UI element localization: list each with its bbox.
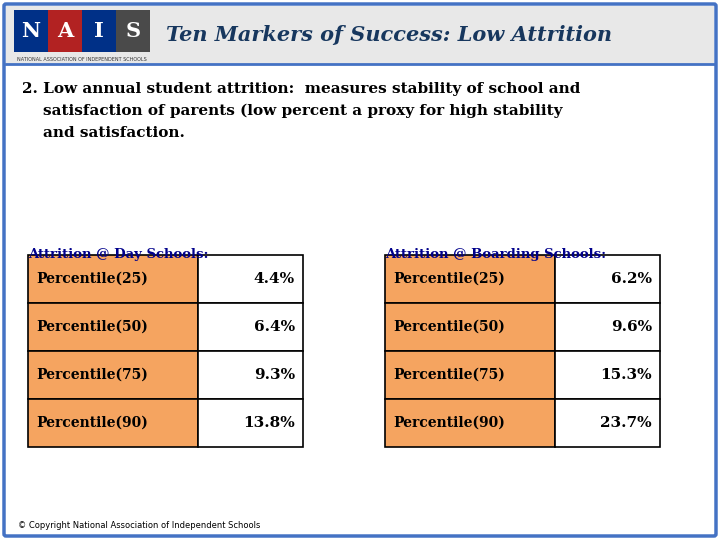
Text: A: A [57, 21, 73, 41]
Text: 13.8%: 13.8% [243, 416, 295, 430]
Bar [198, 351, 303, 399]
Text: Percentile(25): Percentile(25) [393, 272, 505, 286]
Bar [198, 255, 303, 303]
Text: Percentile(90): Percentile(90) [36, 416, 148, 430]
Text: 23.7%: 23.7% [600, 416, 652, 430]
Text: 9.6%: 9.6% [611, 320, 652, 334]
Text: and satisfaction.: and satisfaction. [22, 126, 185, 140]
Bar [555, 255, 660, 303]
Bar [385, 399, 555, 447]
Bar [28, 255, 198, 303]
Text: Attrition @ Boarding Schools:: Attrition @ Boarding Schools: [385, 248, 606, 261]
Text: Percentile(75): Percentile(75) [36, 368, 148, 382]
Text: I: I [94, 21, 104, 41]
Bar [116, 10, 150, 52]
Bar [555, 399, 660, 447]
Bar [28, 399, 198, 447]
Bar [385, 303, 555, 351]
Text: 4.4%: 4.4% [254, 272, 295, 286]
FancyBboxPatch shape [4, 4, 716, 536]
Bar [28, 303, 198, 351]
Text: 6.4%: 6.4% [254, 320, 295, 334]
Bar [82, 10, 116, 52]
Bar [198, 303, 303, 351]
Text: Attrition @ Day Schools:: Attrition @ Day Schools: [28, 248, 209, 261]
Bar [555, 351, 660, 399]
Bar [555, 303, 660, 351]
Text: 15.3%: 15.3% [600, 368, 652, 382]
Text: Percentile(90): Percentile(90) [393, 416, 505, 430]
Text: satisfaction of parents (low percent a proxy for high stability: satisfaction of parents (low percent a p… [22, 104, 562, 118]
Bar [28, 351, 198, 399]
Bar [6, 6, 714, 64]
Text: Percentile(50): Percentile(50) [36, 320, 148, 334]
Text: Percentile(75): Percentile(75) [393, 368, 505, 382]
Text: 9.3%: 9.3% [254, 368, 295, 382]
Text: N: N [22, 21, 40, 41]
Text: 2. Low annual student attrition:  measures stability of school and: 2. Low annual student attrition: measure… [22, 82, 580, 96]
Bar [198, 399, 303, 447]
Text: Ten Markers of Success: Low Attrition: Ten Markers of Success: Low Attrition [166, 25, 612, 45]
Bar [48, 10, 82, 52]
Bar [14, 10, 48, 52]
Text: 6.2%: 6.2% [611, 272, 652, 286]
Text: © Copyright National Association of Independent Schools: © Copyright National Association of Inde… [18, 521, 261, 530]
Bar [385, 255, 555, 303]
Text: Percentile(25): Percentile(25) [36, 272, 148, 286]
Bar [385, 351, 555, 399]
Text: S: S [125, 21, 140, 41]
Text: NATIONAL ASSOCIATION OF INDEPENDENT SCHOOLS: NATIONAL ASSOCIATION OF INDEPENDENT SCHO… [17, 57, 147, 62]
Text: Percentile(50): Percentile(50) [393, 320, 505, 334]
